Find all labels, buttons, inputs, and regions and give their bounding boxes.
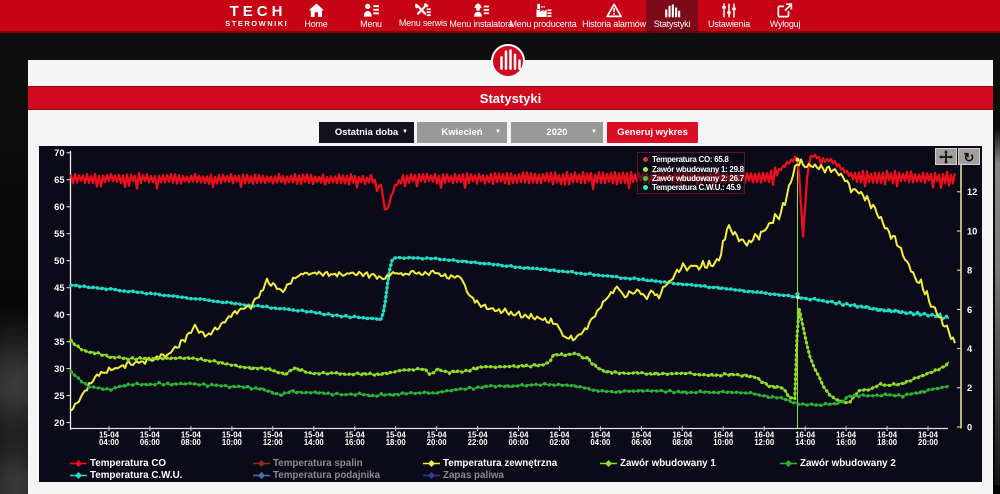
svg-text:04:00: 04:00 (99, 438, 120, 447)
svg-text:16:00: 16:00 (836, 438, 857, 447)
svg-text:8: 8 (967, 266, 972, 276)
svg-text:20:00: 20:00 (427, 438, 448, 447)
svg-text:10:00: 10:00 (222, 438, 243, 447)
svg-text:06:00: 06:00 (631, 438, 652, 447)
svg-text:12:00: 12:00 (263, 438, 284, 447)
svg-text:16:00: 16:00 (345, 438, 366, 447)
svg-text:16-04: 16-04 (509, 431, 530, 440)
svg-text:0: 0 (967, 422, 972, 432)
svg-text:45: 45 (54, 283, 64, 293)
svg-text:55: 55 (54, 229, 64, 239)
svg-text:15-04: 15-04 (468, 431, 489, 440)
svg-text:08:00: 08:00 (672, 438, 693, 447)
svg-text:14:00: 14:00 (795, 438, 816, 447)
svg-text:18:00: 18:00 (386, 438, 407, 447)
svg-text:22:00: 22:00 (468, 438, 489, 447)
svg-text:16-04: 16-04 (631, 431, 652, 440)
svg-text:50: 50 (54, 256, 64, 266)
svg-text:15-04: 15-04 (99, 431, 120, 440)
svg-text:16-04: 16-04 (754, 431, 775, 440)
svg-text:16-04: 16-04 (590, 431, 611, 440)
svg-text:10: 10 (967, 226, 977, 236)
svg-text:16-04: 16-04 (918, 431, 939, 440)
svg-text:20: 20 (54, 418, 64, 428)
svg-text:12:00: 12:00 (754, 438, 775, 447)
svg-text:15-04: 15-04 (427, 431, 448, 440)
svg-text:15-04: 15-04 (222, 431, 243, 440)
svg-text:06:00: 06:00 (140, 438, 161, 447)
svg-text:10:00: 10:00 (713, 438, 734, 447)
svg-text:15-04: 15-04 (140, 431, 161, 440)
svg-text:08:00: 08:00 (181, 438, 202, 447)
svg-text:60: 60 (54, 202, 64, 212)
svg-text:16-04: 16-04 (672, 431, 693, 440)
svg-text:14:00: 14:00 (304, 438, 325, 447)
svg-text:15-04: 15-04 (263, 431, 284, 440)
svg-text:4: 4 (967, 344, 973, 354)
svg-text:04:00: 04:00 (590, 438, 611, 447)
svg-text:00:00: 00:00 (509, 438, 530, 447)
svg-text:15-04: 15-04 (304, 431, 325, 440)
svg-text:70: 70 (54, 148, 64, 158)
svg-text:35: 35 (54, 337, 64, 347)
svg-text:15-04: 15-04 (386, 431, 407, 440)
svg-text:16-04: 16-04 (795, 431, 816, 440)
svg-text:16-04: 16-04 (877, 431, 898, 440)
svg-text:15-04: 15-04 (181, 431, 202, 440)
svg-text:6: 6 (967, 305, 972, 315)
svg-text:20:00: 20:00 (918, 438, 939, 447)
svg-text:40: 40 (54, 310, 64, 320)
svg-text:30: 30 (54, 364, 64, 374)
svg-text:2: 2 (967, 383, 972, 393)
svg-text:25: 25 (54, 391, 64, 401)
svg-text:15-04: 15-04 (345, 431, 366, 440)
svg-text:16-04: 16-04 (836, 431, 857, 440)
svg-text:65: 65 (54, 175, 64, 185)
svg-text:18:00: 18:00 (877, 438, 898, 447)
svg-text:12: 12 (967, 187, 977, 197)
svg-text:16-04: 16-04 (550, 431, 571, 440)
svg-text:16-04: 16-04 (713, 431, 734, 440)
svg-text:02:00: 02:00 (550, 438, 571, 447)
